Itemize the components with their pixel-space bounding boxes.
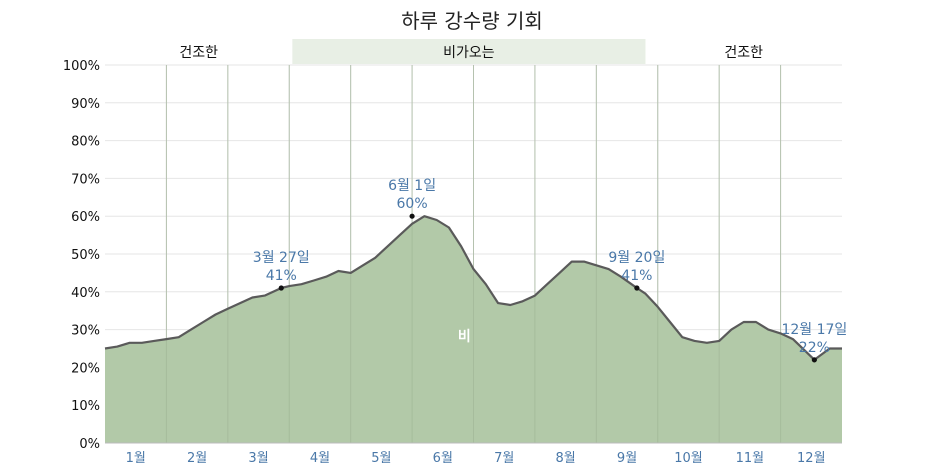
annotation-point [409,213,415,219]
chart-title: 하루 강수량 기회 [401,9,543,33]
annotation-value: 41% [266,268,297,284]
season-band: 건조한 비가오는 건조한 [179,39,763,64]
x-tick-label: 10월 [674,451,703,466]
y-tick-label: 30% [71,324,100,339]
axes: 0% 10% 20% 30% 40% 50% 60% 70% 80% 90% 100% 1월 2월 3월 4… [63,59,842,466]
x-tick-label: 1월 [126,451,146,466]
y-tick-label: 40% [71,286,100,301]
rain-line [104,215,842,361]
x-tick-label: 8월 [556,451,576,466]
series-label: 비 [458,329,471,345]
data-area: 비 [104,65,842,443]
y-tick-label: 20% [71,361,100,376]
y-tick-label: 60% [71,210,100,225]
annotation-point [811,357,817,363]
annotation-date: 9월 20일 [608,250,665,266]
x-tick-label: 7월 [494,451,514,466]
annotation-value: 22% [799,340,830,356]
annotations: 3월 27일 41% 6월 1일 60% 9월 20일 41% 12월 17일 22% [253,178,847,363]
annotation-date: 6월 1일 [388,178,436,194]
x-tick-label: 3월 [248,451,268,466]
y-tick-label: 10% [71,399,100,414]
annotation-date: 3월 27일 [253,250,310,266]
x-tick-label: 5월 [371,451,391,466]
season-label: 비가오는 [443,45,495,61]
y-tick-label: 80% [71,135,100,150]
x-tick-label: 4월 [310,451,330,466]
season-label: 건조한 [724,45,763,61]
annotation-value: 41% [621,268,652,284]
season-band-highlight [292,39,646,64]
x-tick-label: 2월 [187,451,207,466]
annotation-value: 60% [397,196,428,212]
annotation-point [278,285,284,291]
annotation-date: 12월 17일 [781,322,847,338]
y-tick-label: 0% [79,437,100,452]
x-tick-label: 12월 [797,451,826,466]
y-tick-label: 50% [71,248,100,263]
x-tick-label: 11월 [736,451,765,466]
x-tick-label: 9월 [617,451,637,466]
y-tick-label: 70% [71,172,100,187]
x-tick-label: 6월 [433,451,453,466]
season-label: 건조한 [179,45,218,61]
annotation-point [634,285,640,291]
y-tick-label: 100% [63,59,100,74]
y-tick-label: 90% [71,97,100,112]
